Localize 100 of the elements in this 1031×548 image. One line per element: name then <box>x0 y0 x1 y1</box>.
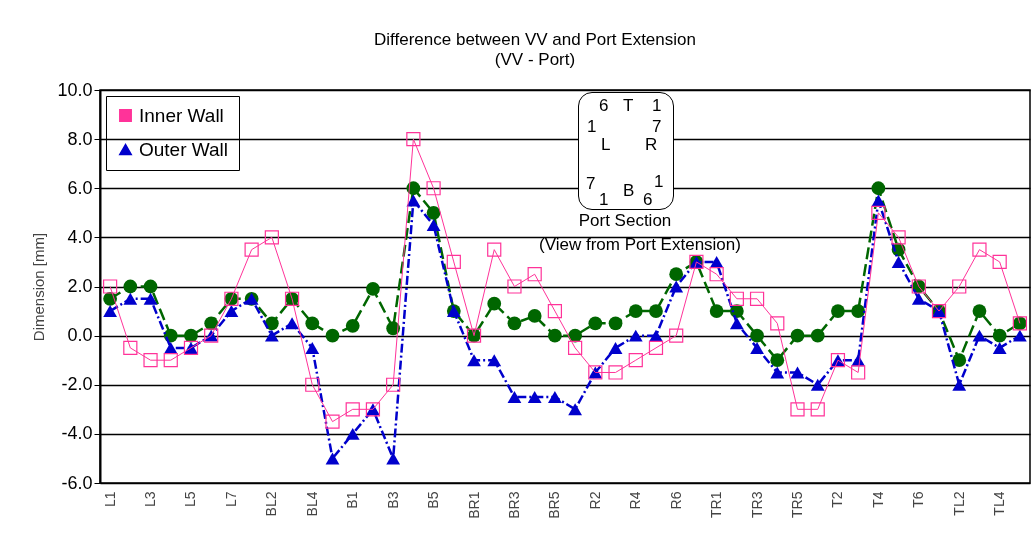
point <box>608 341 623 354</box>
x-tick-label: TR1 <box>708 491 725 518</box>
point <box>547 303 563 319</box>
annotation: 1 <box>654 172 664 191</box>
point <box>507 316 522 331</box>
point <box>264 329 279 342</box>
point <box>891 230 906 245</box>
point <box>952 353 967 368</box>
x-tick-label: R4 <box>627 491 644 510</box>
point <box>507 391 522 403</box>
point <box>103 305 117 318</box>
point <box>770 353 785 368</box>
y-tick-label: 2.0 <box>67 276 93 296</box>
x-tick-label: TR5 <box>789 491 805 518</box>
point <box>224 305 239 318</box>
point <box>810 402 825 417</box>
point <box>871 181 886 196</box>
annotation: Port Section <box>578 211 672 230</box>
point <box>729 317 744 330</box>
y-tick-label: -4.0 <box>61 423 93 444</box>
y-tick-label: 10.0 <box>57 79 93 100</box>
point <box>972 242 987 257</box>
point <box>123 292 138 305</box>
point <box>749 291 765 306</box>
annotation: 1 <box>599 190 609 209</box>
point <box>123 279 138 294</box>
point <box>386 377 401 392</box>
point <box>345 427 360 440</box>
point <box>810 378 825 391</box>
x-tick-label: L1 <box>101 491 118 508</box>
x-tick-label: BR5 <box>546 491 563 519</box>
point <box>143 292 158 305</box>
point <box>386 452 401 465</box>
point <box>568 403 582 416</box>
point <box>345 402 360 417</box>
point <box>285 317 299 330</box>
point <box>972 304 987 318</box>
chart-title: Difference between VV and Port Extension <box>374 30 696 49</box>
y-tick-label: 4.0 <box>67 226 93 247</box>
point <box>325 328 340 343</box>
point <box>669 280 684 293</box>
point <box>851 365 866 380</box>
point <box>163 353 178 368</box>
point <box>1013 329 1027 342</box>
point <box>143 279 158 294</box>
point <box>527 391 542 403</box>
point <box>972 329 987 342</box>
point <box>446 254 461 270</box>
point <box>891 255 906 268</box>
x-tick-label: T4 <box>869 491 886 508</box>
point <box>952 378 967 391</box>
point <box>648 340 664 356</box>
point <box>608 365 623 380</box>
point <box>628 353 643 368</box>
point <box>669 267 684 282</box>
x-tick-label: T2 <box>829 491 846 508</box>
point <box>952 279 967 294</box>
point <box>790 328 805 343</box>
point <box>244 242 259 257</box>
point <box>264 230 279 245</box>
annotation: 6 <box>643 190 653 209</box>
point <box>548 328 562 343</box>
y-axis-title: Dimension [mm] <box>30 232 48 342</box>
x-tick-label: R6 <box>667 491 684 510</box>
annotation: 7 <box>586 174 596 193</box>
point <box>790 402 805 417</box>
point <box>325 452 340 465</box>
x-tick-label: BR3 <box>505 491 522 519</box>
annotation: R <box>645 135 658 154</box>
point <box>143 353 158 368</box>
point <box>567 340 583 356</box>
point <box>770 366 785 379</box>
point <box>426 181 441 196</box>
point <box>588 316 603 331</box>
point <box>548 391 562 403</box>
x-tick-label: L3 <box>142 491 159 508</box>
point <box>366 282 380 296</box>
point <box>871 205 886 220</box>
annotation: B <box>623 181 635 200</box>
y-tick-label: -2.0 <box>61 374 93 395</box>
point <box>184 328 198 343</box>
point <box>851 304 866 318</box>
legend-label: Outer Wall <box>139 138 229 160</box>
legend-label: Inner Wall <box>139 104 224 126</box>
point <box>406 132 421 147</box>
x-tick-label: TL2 <box>950 491 967 516</box>
point <box>487 354 502 367</box>
annotation: 6 <box>599 96 609 115</box>
point <box>628 329 643 342</box>
annotation: 7 <box>652 117 662 136</box>
point <box>467 354 481 367</box>
x-tick-label: B3 <box>384 491 401 509</box>
chart-subtitle: (VV - Port) <box>494 50 576 69</box>
annotation: L <box>601 135 611 154</box>
point <box>325 414 340 429</box>
y-tick-label: -6.0 <box>61 472 93 493</box>
annotation: 1 <box>587 117 597 136</box>
point <box>911 292 926 305</box>
point <box>790 366 805 379</box>
point <box>750 341 764 354</box>
